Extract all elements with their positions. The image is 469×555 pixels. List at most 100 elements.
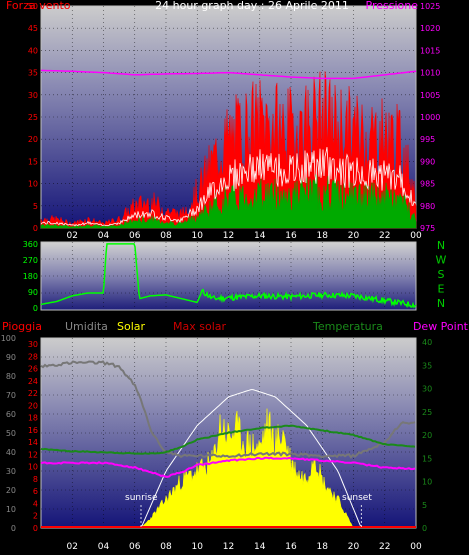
x-tick-label: 06: [129, 231, 141, 241]
x-tick-label: 10: [192, 542, 204, 552]
sunset-label: sunset: [342, 493, 372, 503]
y-tick-label: 25: [422, 408, 432, 417]
rain-tick-label: 10: [28, 463, 38, 472]
compass-letter: N: [437, 239, 445, 252]
sunrise-label: sunrise: [125, 493, 158, 503]
rain-tick-label: 8: [33, 475, 38, 484]
y-tick-label: 360: [23, 240, 38, 249]
humidity-line: [40, 360, 416, 459]
rain-tick-label: 2: [33, 512, 38, 521]
rain-tick-label: 14: [28, 438, 38, 447]
rain-tick-label: 12: [28, 450, 38, 459]
y-tick-label: 40: [6, 448, 16, 457]
y-tick-label: 45: [28, 24, 38, 33]
x-tick-label: 00: [410, 542, 422, 552]
rain-tick-label: 24: [28, 377, 38, 386]
y-tick-label: 980: [420, 202, 435, 211]
y-tick-label: 990: [420, 157, 435, 166]
y-tick-label: 5: [422, 501, 427, 510]
y-tick-label: 10: [28, 180, 38, 189]
rain-tick-label: 16: [28, 426, 38, 435]
wind-avg-area: [40, 172, 417, 229]
temperature-line: [40, 424, 416, 455]
y-tick-label: 80: [6, 372, 16, 381]
y-tick-label: 180: [23, 272, 38, 281]
legend-dew-point: Dew Point: [413, 320, 469, 333]
compass-letter: E: [438, 283, 445, 296]
x-tick-label: 14: [254, 542, 266, 552]
wind-direction-line: [40, 243, 417, 309]
y-tick-label: 90: [28, 288, 38, 297]
x-tick-label: 16: [285, 542, 297, 552]
y-tick-label: 985: [420, 180, 435, 189]
wind-line: [40, 147, 416, 227]
rain-tick-label: 18: [28, 414, 38, 423]
compass-letter: S: [438, 268, 445, 281]
y-tick-label: 35: [422, 361, 432, 370]
y-tick-label: 1005: [420, 91, 440, 100]
rain-tick-label: 30: [28, 340, 38, 349]
legend-solar: Solar: [117, 320, 146, 333]
x-tick-label: 18: [317, 542, 329, 552]
y-tick-label: 270: [23, 256, 38, 265]
y-tick-label: 0: [33, 224, 38, 233]
y-tick-label: 40: [422, 338, 432, 347]
legend-umidita: Umidita: [65, 320, 108, 333]
legend-pioggia: Pioggia: [2, 320, 42, 333]
y-tick-label: 10: [6, 505, 16, 514]
y-tick-label: 15: [28, 157, 38, 166]
x-tick-label: 02: [67, 542, 78, 552]
x-tick-label: 04: [98, 542, 110, 552]
pressure-axis-label: Pressione: [366, 0, 419, 12]
y-tick-label: 30: [422, 385, 432, 394]
rain-tick-label: 0: [33, 524, 38, 533]
x-tick-label: 08: [160, 542, 172, 552]
y-tick-label: 0: [422, 524, 427, 533]
y-tick-label: 995: [420, 135, 435, 144]
x-tick-label: 00: [410, 231, 422, 241]
y-tick-label: 1020: [420, 24, 440, 33]
y-tick-label: 5: [33, 202, 38, 211]
x-tick-label: 08: [160, 231, 172, 241]
rain-tick-label: 6: [33, 487, 38, 496]
compass-letter: W: [436, 254, 447, 267]
y-tick-label: 25: [28, 113, 38, 122]
x-tick-label: 10: [192, 231, 204, 241]
rain-tick-label: 28: [28, 352, 38, 361]
x-tick-label: 20: [348, 231, 360, 241]
y-tick-label: 40: [28, 46, 38, 55]
chart-title: 24 hour graph day : 26 Aprile 2011: [155, 0, 349, 12]
y-tick-label: 70: [6, 391, 16, 400]
max-solar-line: [140, 389, 362, 529]
y-tick-label: 20: [6, 486, 16, 495]
y-tick-label: 1000: [420, 113, 440, 122]
rain-tick-label: 22: [28, 389, 38, 398]
x-tick-label: 18: [317, 231, 329, 241]
x-tick-label: 12: [223, 542, 234, 552]
rain-tick-label: 20: [28, 401, 38, 410]
y-tick-label: 30: [6, 467, 16, 476]
legend-temperatura: Temperatura: [312, 320, 383, 333]
y-tick-label: 1010: [420, 69, 440, 78]
y-tick-label: 100: [1, 334, 16, 343]
y-tick-label: 0: [33, 304, 38, 313]
x-tick-label: 14: [254, 231, 266, 241]
y-tick-label: 90: [6, 353, 16, 362]
rain-tick-label: 26: [28, 365, 38, 374]
x-tick-label: 20: [348, 542, 360, 552]
legend-max-solar: Max solar: [173, 320, 226, 333]
dew-point-line: [40, 456, 416, 478]
compass-letter: N: [437, 297, 445, 310]
y-tick-label: 50: [6, 429, 16, 438]
x-tick-label: 22: [379, 542, 390, 552]
y-tick-label: 975: [420, 224, 435, 233]
wind-axis-label: Forza vento: [6, 0, 71, 12]
y-tick-label: 10: [422, 478, 432, 487]
x-tick-label: 02: [67, 231, 78, 241]
y-tick-label: 50: [28, 2, 38, 11]
x-tick-label: 04: [98, 231, 110, 241]
y-tick-label: 1015: [420, 46, 440, 55]
pressure-line: [40, 69, 417, 80]
y-tick-label: 20: [422, 431, 432, 440]
rain-tick-label: 4: [33, 499, 38, 508]
